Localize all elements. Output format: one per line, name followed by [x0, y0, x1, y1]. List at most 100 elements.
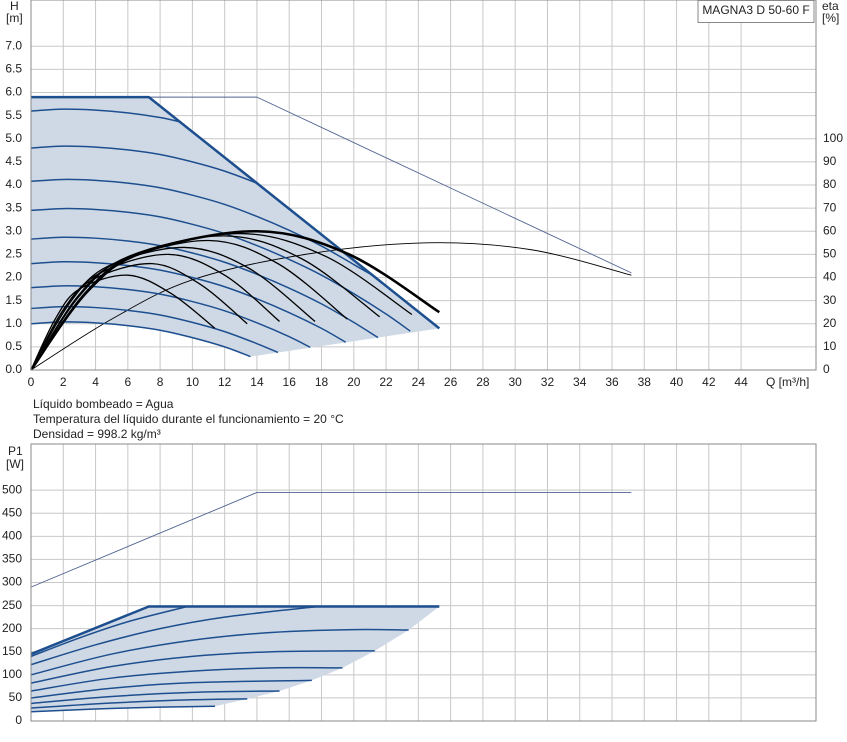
operating-region	[31, 97, 440, 357]
curve	[30, 605, 440, 656]
curve	[30, 236, 379, 339]
y-tick-label: 500	[2, 482, 22, 496]
x-tick-label: 38	[638, 375, 652, 389]
curve	[29, 229, 441, 371]
curve	[30, 698, 248, 709]
y-axis-unit: [m]	[6, 11, 23, 25]
annotation: Líquido bombeado = Agua	[33, 397, 174, 411]
y-tick-label: 100	[2, 667, 22, 681]
y2-tick-label: 90	[823, 154, 837, 168]
y2-tick-label: 100	[823, 131, 843, 145]
y-tick-label: 200	[2, 621, 22, 635]
curve	[30, 242, 632, 371]
y2-tick-label: 60	[823, 223, 837, 237]
curve	[30, 321, 251, 358]
y-tick-label: 1.5	[5, 293, 22, 307]
x-tick-label: 24	[412, 375, 426, 389]
y-axis-label: P1	[8, 444, 23, 458]
y-tick-label: 2.5	[5, 247, 22, 261]
y-tick-label: 250	[2, 598, 22, 612]
y2-tick-label: 70	[823, 200, 837, 214]
curve	[30, 178, 371, 275]
x-tick-label: 20	[347, 375, 361, 389]
y2-tick-label: 40	[823, 270, 837, 284]
curve	[30, 605, 319, 666]
curve	[30, 274, 216, 371]
y-tick-label: 5.0	[5, 131, 22, 145]
x-tick-label: 4	[92, 375, 99, 389]
y-tick-label: 3.5	[5, 200, 22, 214]
curve	[30, 260, 347, 343]
plot-border	[30, 0, 817, 371]
x-tick-label: 22	[379, 375, 393, 389]
x-tick-label: 36	[605, 375, 619, 389]
curve	[30, 108, 182, 123]
x-tick-label: 18	[315, 375, 329, 389]
curve	[30, 666, 343, 692]
x-axis-label: Q [m³/h]	[766, 375, 809, 389]
y2-axis-unit: [%]	[822, 11, 839, 25]
annotation: Temperatura del líquido durante el funci…	[33, 412, 344, 426]
x-tick-label: 0	[28, 375, 35, 389]
y-tick-label: 6.0	[5, 85, 22, 99]
x-tick-label: 14	[250, 375, 264, 389]
y-tick-label: 5.5	[5, 108, 22, 122]
x-tick-label: 6	[124, 375, 131, 389]
y-tick-label: 0.5	[5, 339, 22, 353]
x-tick-label: 8	[157, 375, 164, 389]
y-tick-label: 2.0	[5, 270, 22, 284]
curve	[30, 628, 409, 676]
y-tick-label: 7.0	[5, 38, 22, 52]
y-tick-label: 150	[2, 644, 22, 658]
x-tick-label: 30	[508, 375, 522, 389]
y-tick-label: 1.0	[5, 316, 22, 330]
x-tick-label: 12	[218, 375, 232, 389]
x-tick-label: 42	[702, 375, 716, 389]
y-tick-label: 400	[2, 529, 22, 543]
x-tick-label: 2	[60, 375, 67, 389]
y2-tick-label: 10	[823, 339, 837, 353]
y-tick-label: 50	[9, 690, 23, 704]
curve	[30, 690, 280, 705]
y2-tick-label: 80	[823, 177, 837, 191]
x-tick-label: 28	[476, 375, 490, 389]
x-tick-label: 34	[573, 375, 587, 389]
y2-tick-label: 30	[823, 293, 837, 307]
annotation: Densidad = 998.2 kg/m³	[33, 427, 161, 441]
plot-area	[30, 443, 817, 722]
chart-title: MAGNA3 D 50-60 F	[702, 3, 809, 17]
x-tick-label: 32	[541, 375, 555, 389]
y-tick-label: 4.0	[5, 177, 22, 191]
y-tick-label: 0.0	[5, 362, 22, 376]
x-tick-label: 40	[670, 375, 684, 389]
x-tick-label: 44	[734, 375, 748, 389]
x-tick-label: 26	[444, 375, 458, 389]
curve	[30, 305, 279, 354]
title-box	[697, 0, 815, 23]
y-tick-label: 4.5	[5, 154, 22, 168]
x-tick-label: 16	[283, 375, 297, 389]
y2-tick-label: 50	[823, 247, 837, 261]
curve	[30, 705, 215, 713]
plot-area	[29, 0, 817, 371]
operating-region	[31, 606, 440, 712]
plot-border	[30, 443, 817, 722]
curve	[30, 679, 312, 699]
y-axis-label: H	[10, 0, 19, 13]
x-tick-label: 10	[186, 375, 200, 389]
y2-axis-label: eta	[822, 0, 839, 13]
y-tick-label: 3.0	[5, 223, 22, 237]
curve	[30, 246, 316, 371]
curve	[30, 492, 632, 588]
y-tick-label: 350	[2, 552, 22, 566]
curve	[30, 650, 375, 684]
y-axis-unit: [W]	[6, 457, 24, 471]
curve	[30, 253, 280, 371]
curve	[30, 145, 258, 184]
y-tick-label: 6.5	[5, 62, 22, 76]
y2-tick-label: 20	[823, 316, 837, 330]
y2-tick-label: 0	[823, 362, 830, 376]
y-tick-label: 300	[2, 575, 22, 589]
curve	[30, 605, 188, 658]
